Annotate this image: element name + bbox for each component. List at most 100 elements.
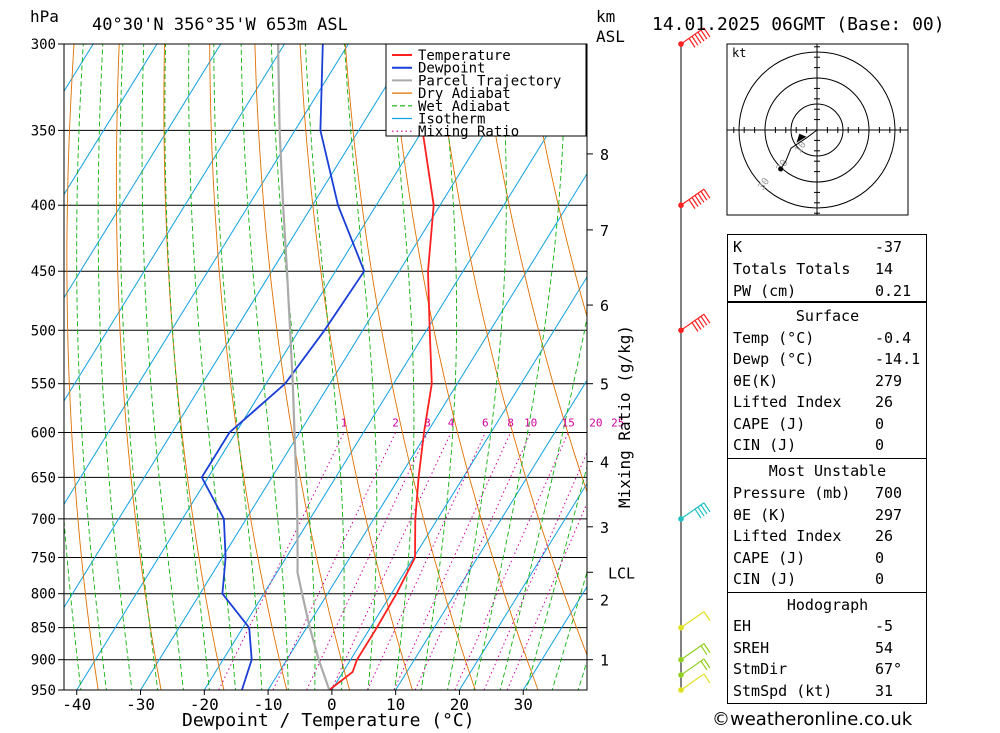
datetime-title: 14.01.2025 06GMT (Base: 00) <box>652 14 945 35</box>
wet-adiabat-line <box>270 44 316 690</box>
wind-barb-flag <box>700 645 708 656</box>
mixing-ratio-line <box>483 451 587 690</box>
hodograph-unit: kt <box>732 46 746 60</box>
surface-row: CAPE (J) 0 <box>733 415 885 433</box>
wet-adiabat-line <box>420 44 458 690</box>
temperature-line <box>328 44 435 690</box>
mixing-ratio-label: 4 <box>448 416 455 429</box>
mixing-ratio-label: 1 <box>341 416 348 429</box>
pressure-tick-label: 300 <box>31 37 56 53</box>
temperature-tick-label: -30 <box>126 695 155 714</box>
wet-adiabat-line <box>97 44 133 690</box>
wind-barb-flag <box>700 29 708 40</box>
km-tick-label: 3 <box>600 519 609 537</box>
pressure-tick-label: 700 <box>31 512 56 528</box>
pressure-tick-label: 500 <box>31 323 56 339</box>
dry-adiabat-line <box>933 44 1000 690</box>
wind-barb-flag <box>694 508 702 519</box>
mixing-ratio-label: 20 <box>589 416 602 429</box>
temperature-tick-label: 0 <box>327 695 337 714</box>
km-tick-label: 5 <box>600 376 609 394</box>
hodo-row: SREH 54 <box>733 639 894 657</box>
wet-adiabat-line <box>141 44 184 690</box>
hodograph-end-dot <box>778 166 784 172</box>
isotherm-line <box>64 44 413 609</box>
isotherm-line <box>395 379 587 690</box>
x-axis-title: Dewpoint / Temperature (°C) <box>182 710 475 731</box>
wind-barb-flag <box>691 35 699 46</box>
mixing-ratio-line <box>454 432 569 690</box>
plot-frame <box>63 43 588 691</box>
wet-adiabat-line <box>240 44 289 690</box>
isotherm-line <box>331 276 587 690</box>
legend-label: Temperature <box>418 48 511 64</box>
pressure-tick-label: 750 <box>31 551 56 567</box>
surface-panel: Surface Temp (°C) -0.4 Dewp (°C) -14.1 θE(… <box>727 302 927 459</box>
temperature-tick-label: 30 <box>514 695 533 714</box>
mu-row: CAPE (J) 0 <box>733 549 885 567</box>
wet-adiabat-line <box>213 44 263 690</box>
temperature-tick-label: -20 <box>190 695 219 714</box>
wet-adiabat-line <box>64 44 82 690</box>
wind-barb-flag <box>694 320 702 330</box>
wind-barb-staff <box>680 27 705 45</box>
legend-label: Dewpoint <box>418 61 485 77</box>
wind-barb-staff <box>680 611 705 629</box>
temperature-tick-label: -10 <box>254 695 283 714</box>
wind-barb-flag <box>703 313 711 324</box>
hodo-row: StmDir 67° <box>733 660 903 678</box>
wind-barb-staff <box>680 502 705 520</box>
mixing-ratio-axis-title: Mixing Ratio (g/kg) <box>615 325 634 508</box>
wind-barb-flag <box>697 318 705 328</box>
wind-barb-flag <box>694 195 702 205</box>
pressure-tick-label: 900 <box>31 653 56 669</box>
hodograph-title: Hodograph <box>786 596 869 614</box>
mu-row: θE (K) 297 <box>733 506 903 524</box>
asl-label: ASL <box>596 27 625 46</box>
wind-barb-flag <box>700 315 708 326</box>
pressure-tick-label: 800 <box>31 587 56 603</box>
wind-barb-flag <box>700 504 708 515</box>
pressure-tick-label: 400 <box>31 198 56 214</box>
wind-barb-flag <box>697 193 705 203</box>
isotherm-line <box>64 44 158 196</box>
pressure-tick-label: 850 <box>31 621 56 637</box>
wet-adiabat-line <box>447 44 507 690</box>
pressure-tick-label: 650 <box>31 470 56 486</box>
isotherm-line <box>64 44 222 299</box>
isotherm-line <box>267 172 587 690</box>
km-tick-label: 6 <box>600 297 609 315</box>
isotherm-line <box>64 44 285 402</box>
mu-row: Lifted Index 26 <box>733 527 894 545</box>
mixing-ratio-label: 6 <box>482 416 489 429</box>
surface-row: θE(K) 279 <box>733 372 903 390</box>
copyright-footer: ©weatheronline.co.uk <box>712 709 913 730</box>
mixing-ratio-label: 10 <box>524 416 537 429</box>
wet-adiabat-line <box>76 44 107 690</box>
legend-label: Mixing Ratio <box>418 124 519 140</box>
pw-row: PW (cm) 0.21 <box>733 282 912 300</box>
wet-adiabat-line <box>551 570 587 690</box>
mixing-ratio-label: 2 <box>392 416 399 429</box>
wind-barb-flag <box>703 658 711 669</box>
wet-adiabat-line <box>343 44 378 690</box>
wind-barb-flag <box>700 660 708 671</box>
dewpoint-line <box>200 44 366 690</box>
mixing-ratio-line <box>366 432 486 690</box>
wind-barb-staff <box>680 673 705 691</box>
temperature-tick-label: 20 <box>450 695 469 714</box>
pressure-tick-label: 600 <box>31 425 56 441</box>
temperature-tick-label: 10 <box>386 695 405 714</box>
mu-row: CIN (J) 0 <box>733 570 885 588</box>
wind-barb-flag <box>694 33 702 44</box>
km-tick-label: 8 <box>600 146 609 164</box>
mixing-ratio-line <box>330 432 452 690</box>
wind-barb-flag <box>688 199 696 209</box>
legend-label: Dry Adiabat <box>418 86 511 102</box>
mixing-ratio-line <box>393 432 512 690</box>
wind-barb-flag <box>697 31 705 42</box>
wet-adiabat-line <box>119 44 159 690</box>
dry-adiabat-line <box>66 44 99 690</box>
